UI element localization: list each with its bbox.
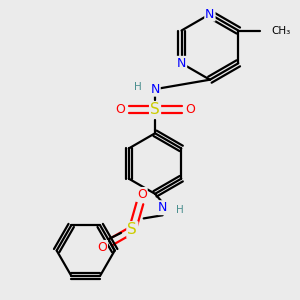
Text: N: N [150, 83, 160, 96]
Text: O: O [185, 103, 195, 116]
Text: S: S [150, 103, 160, 118]
Text: N: N [158, 201, 167, 214]
Text: S: S [128, 222, 137, 237]
Text: N: N [177, 57, 186, 70]
Text: O: O [115, 103, 125, 116]
Text: H: H [134, 82, 141, 92]
Text: O: O [137, 188, 147, 201]
Text: O: O [97, 241, 107, 254]
Text: H: H [176, 205, 184, 215]
Text: CH₃: CH₃ [271, 26, 290, 35]
Text: N: N [205, 8, 214, 21]
